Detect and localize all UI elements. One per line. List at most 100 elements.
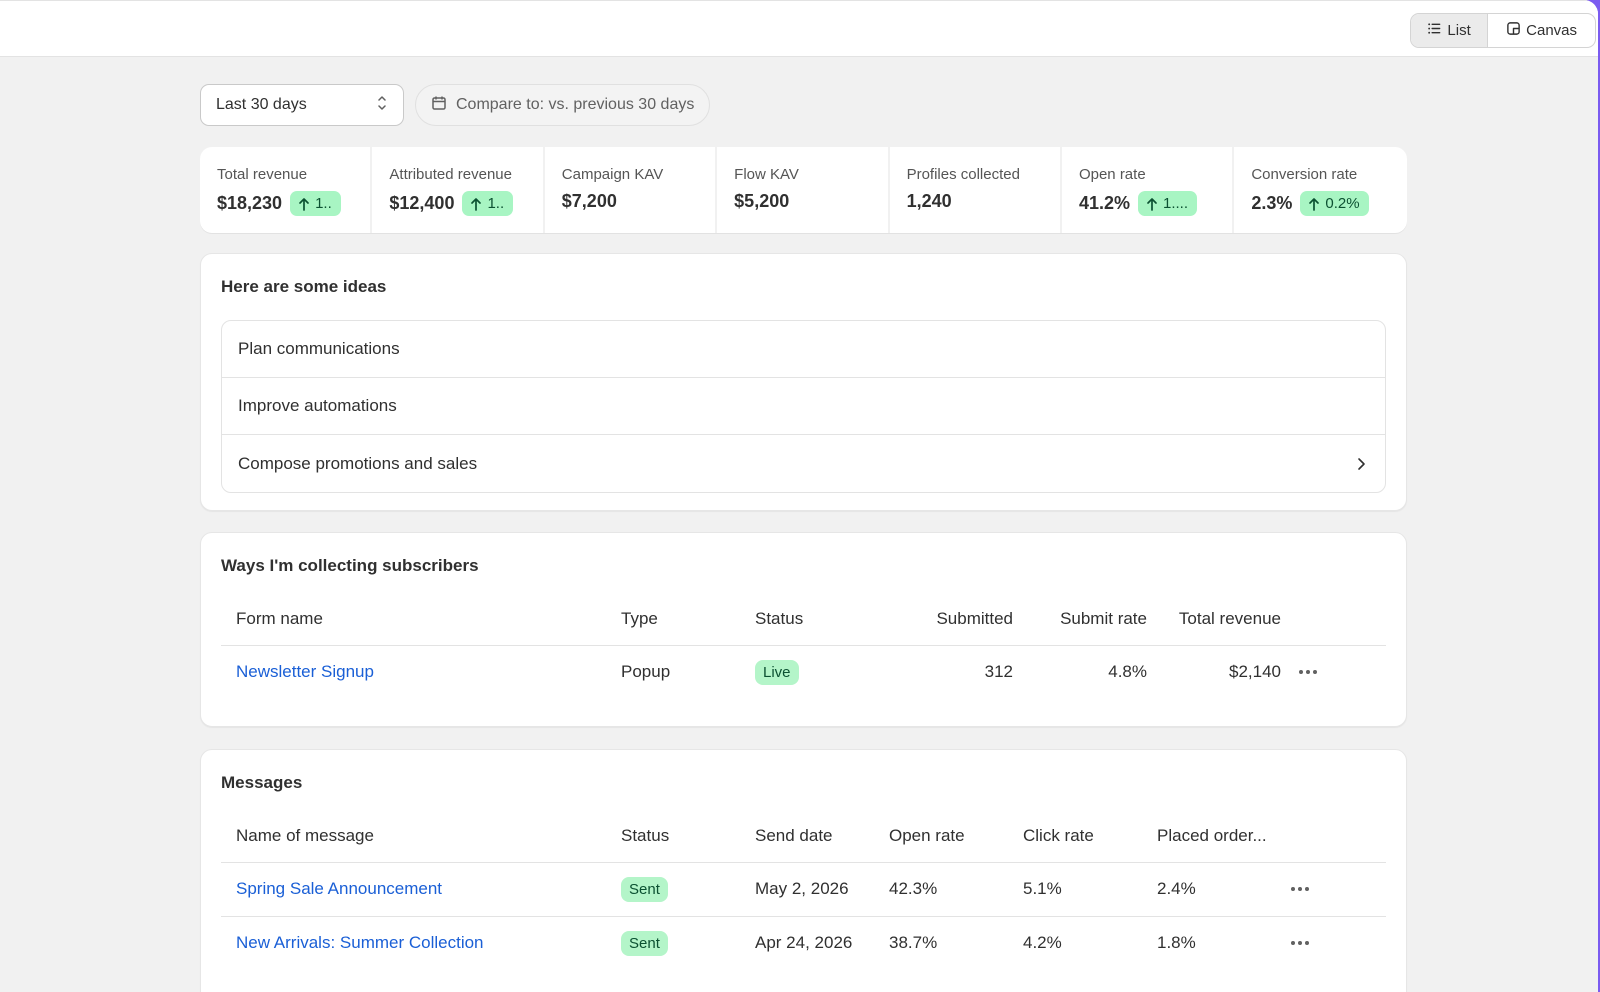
message-name-link[interactable]: Spring Sale Announcement (236, 879, 443, 898)
trend-badge: 1.... (1138, 191, 1198, 216)
metric-total-revenue[interactable]: Total revenue $18,230 1.. (200, 147, 373, 233)
column-header[interactable]: Click rate (1023, 810, 1157, 863)
metric-profiles-collected[interactable]: Profiles collected 1,240 (890, 147, 1062, 233)
send-date-value: May 2, 2026 (755, 879, 849, 898)
status-badge: Sent (621, 930, 668, 956)
arrow-up-icon (1309, 197, 1320, 211)
column-header[interactable]: Submitted (873, 593, 1013, 646)
filter-bar: Last 30 days Compare to: vs. previous 30… (200, 84, 1407, 126)
ideas-card: Here are some ideas Plan communications … (200, 253, 1407, 511)
top-bar: List Canvas (0, 0, 1598, 57)
trend-value: 1.. (315, 195, 332, 212)
metric-conversion-rate[interactable]: Conversion rate 2.3% 0.2% (1234, 147, 1406, 233)
column-header[interactable]: Submit rate (1013, 593, 1147, 646)
idea-label: Plan communications (238, 339, 400, 358)
trend-badge: 1.. (462, 191, 514, 216)
trend-value: 1.. (487, 195, 505, 212)
table-row: Newsletter Signup Popup Live 312 4.8% $2… (221, 645, 1386, 699)
metric-value: $7,200 (561, 191, 617, 211)
arrow-up-icon (471, 197, 482, 211)
metric-campaign-kav[interactable]: Campaign KAV $7,200 (545, 147, 718, 233)
metric-value: 41.2% (1078, 193, 1130, 213)
metric-value: $5,200 (734, 191, 790, 211)
compare-label: Compare to: vs. previous 30 days (456, 96, 695, 113)
list-icon (1427, 21, 1442, 40)
canvas-icon (1506, 21, 1521, 40)
column-header[interactable]: Status (755, 593, 873, 646)
idea-label: Improve automations (238, 396, 397, 415)
submitted-value: 312 (984, 662, 1013, 682)
idea-item-improve-automations[interactable]: Improve automations (222, 378, 1385, 435)
click-rate-value: 5.1% (1023, 879, 1062, 898)
click-rate-value: 4.2% (1023, 915, 1157, 970)
messages-table: Name of message Status Send date Open ra… (221, 810, 1386, 970)
date-range-select[interactable]: Last 30 days (200, 84, 404, 126)
chevron-right-icon (1358, 457, 1365, 470)
idea-label: Compose promotions and sales (238, 453, 478, 473)
table-header-row: Form name Type Status Submitted Submit r… (221, 593, 1386, 646)
metric-open-rate[interactable]: Open rate 41.2% 1.... (1062, 147, 1235, 233)
open-rate-value: 38.7% (889, 915, 1023, 970)
total-revenue-value: $2,140 (1229, 662, 1281, 682)
placed-order-value: 2.4% (1157, 879, 1196, 898)
select-arrows-icon (376, 94, 388, 117)
metric-value: 1,240 (906, 191, 952, 211)
idea-item-plan-communications[interactable]: Plan communications (222, 321, 1385, 378)
list-view-button[interactable]: List (1411, 14, 1489, 47)
status-badge: Live (755, 659, 799, 685)
calendar-icon (431, 95, 447, 116)
ideas-title: Here are some ideas (221, 277, 387, 296)
metric-label: Campaign KAV (561, 166, 664, 183)
messages-title: Messages (221, 773, 303, 792)
column-header[interactable]: Status (621, 810, 755, 863)
ideas-list: Plan communications Improve automations … (221, 320, 1386, 493)
metric-label: Profiles collected (906, 166, 1020, 183)
arrow-up-icon (1147, 197, 1157, 211)
more-actions-icon[interactable] (1291, 887, 1386, 891)
canvas-view-button[interactable]: Canvas (1488, 14, 1595, 47)
metric-attributed-revenue[interactable]: Attributed revenue $12,400 1.. (372, 147, 545, 233)
column-header[interactable]: Placed order... (1157, 810, 1291, 863)
more-actions-icon[interactable] (1299, 670, 1386, 675)
column-header[interactable]: Type (621, 593, 755, 646)
table-row: New Arrivals: Summer Collection Sent Apr… (221, 915, 1386, 970)
column-header[interactable]: Name of message (221, 810, 621, 863)
trend-value: 0.2% (1325, 195, 1360, 212)
metric-flow-kav[interactable]: Flow KAV $5,200 (717, 147, 890, 233)
metric-value: 2.3% (1251, 193, 1293, 213)
main-content: Last 30 days Compare to: vs. previous 30… (200, 84, 1407, 992)
more-actions-icon[interactable] (1291, 941, 1386, 946)
form-name-link[interactable]: Newsletter Signup (236, 662, 374, 682)
date-range-value: Last 30 days (216, 96, 307, 113)
form-type: Popup (621, 662, 671, 682)
send-date-value: Apr 24, 2026 (755, 915, 889, 970)
metric-label: Flow KAV (734, 166, 799, 183)
view-toggle: List Canvas (1410, 13, 1596, 48)
table-row: Spring Sale Announcement Sent May 2, 202… (221, 862, 1386, 916)
canvas-view-label: Canvas (1526, 22, 1578, 39)
trend-value: 1.... (1163, 195, 1189, 212)
collecting-subscribers-card: Ways I'm collecting subscribers Form nam… (200, 532, 1407, 727)
column-header[interactable]: Form name (221, 593, 621, 646)
table-header-row: Name of message Status Send date Open ra… (221, 810, 1386, 863)
column-header[interactable]: Open rate (889, 810, 1023, 863)
column-header[interactable]: Total revenue (1147, 593, 1281, 646)
open-rate-value: 42.3% (889, 879, 938, 898)
list-view-label: List (1447, 22, 1471, 39)
message-name-link[interactable]: New Arrivals: Summer Collection (236, 933, 484, 953)
metric-label: Open rate (1078, 166, 1146, 183)
submit-rate-value: 4.8% (1108, 662, 1147, 682)
idea-item-compose-promotions[interactable]: Compose promotions and sales (222, 435, 1385, 492)
metric-label: Total revenue (217, 166, 308, 183)
compare-button[interactable]: Compare to: vs. previous 30 days (415, 84, 711, 126)
metrics-bar: Total revenue $18,230 1.. Attributed rev… (200, 147, 1407, 233)
metric-value: $12,400 (389, 193, 455, 213)
collecting-title: Ways I'm collecting subscribers (221, 556, 479, 575)
column-header[interactable]: Send date (755, 810, 889, 863)
arrow-up-icon (299, 197, 309, 211)
messages-card: Messages Name of message Status Send dat… (200, 749, 1407, 992)
placed-order-value: 1.8% (1157, 915, 1291, 970)
trend-badge: 0.2% (1300, 191, 1369, 216)
forms-table: Form name Type Status Submitted Submit r… (221, 593, 1386, 699)
metric-value: $18,230 (217, 193, 283, 213)
